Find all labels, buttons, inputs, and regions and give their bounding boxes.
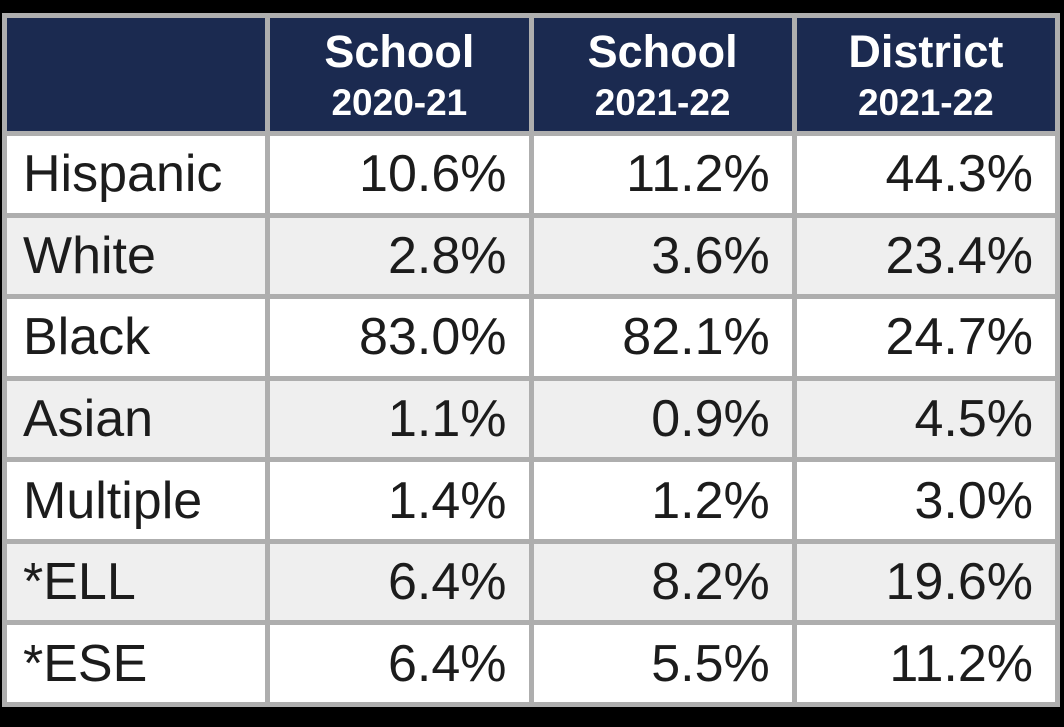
cell-black-school-2020-21: 83.0% <box>270 299 529 376</box>
cell-ese-school-2020-21: 6.4% <box>270 625 529 702</box>
row-label-black: Black <box>7 299 266 376</box>
row-label-multiple: Multiple <box>7 462 266 539</box>
column-subtitle: 2021-22 <box>857 81 994 123</box>
cell-hispanic-district-2021-22: 44.3% <box>796 136 1055 213</box>
cell-ell-school-2020-21: 6.4% <box>270 543 529 621</box>
column-subtitle: 2021-22 <box>594 81 731 123</box>
cell-asian-district-2021-22: 4.5% <box>796 380 1055 458</box>
cell-white-school-2021-22: 3.6% <box>533 217 792 295</box>
cell-ese-district-2021-22: 11.2% <box>796 625 1055 702</box>
cell-asian-school-2021-22: 0.9% <box>533 380 792 458</box>
cell-hispanic-school-2020-21: 10.6% <box>270 136 529 213</box>
cell-hispanic-school-2021-22: 11.2% <box>533 136 792 213</box>
column-header-district-2021-22: District 2021-22 <box>796 18 1055 131</box>
demographics-table: School 2020-21 School 2021-22 District 2… <box>2 13 1060 707</box>
cell-white-school-2020-21: 2.8% <box>270 217 529 295</box>
cell-white-district-2021-22: 23.4% <box>796 217 1055 295</box>
row-label-ell: *ELL <box>7 543 266 621</box>
cell-ell-school-2021-22: 8.2% <box>533 543 792 621</box>
column-title: School <box>324 25 475 77</box>
row-label-hispanic: Hispanic <box>7 136 266 213</box>
cell-multiple-school-2021-22: 1.2% <box>533 462 792 539</box>
column-title: School <box>587 25 738 77</box>
row-label-ese: *ESE <box>7 625 266 702</box>
cell-black-district-2021-22: 24.7% <box>796 299 1055 376</box>
cell-ese-school-2021-22: 5.5% <box>533 625 792 702</box>
cell-ell-district-2021-22: 19.6% <box>796 543 1055 621</box>
column-subtitle: 2020-21 <box>331 81 468 123</box>
cell-asian-school-2020-21: 1.1% <box>270 380 529 458</box>
cell-black-school-2021-22: 82.1% <box>533 299 792 376</box>
column-header-school-2020-21: School 2020-21 <box>270 18 529 131</box>
row-label-white: White <box>7 217 266 295</box>
cell-multiple-school-2020-21: 1.4% <box>270 462 529 539</box>
corner-header-cell <box>7 18 266 131</box>
row-label-asian: Asian <box>7 380 266 458</box>
cell-multiple-district-2021-22: 3.0% <box>796 462 1055 539</box>
column-header-school-2021-22: School 2021-22 <box>533 18 792 131</box>
column-title: District <box>848 25 1004 77</box>
